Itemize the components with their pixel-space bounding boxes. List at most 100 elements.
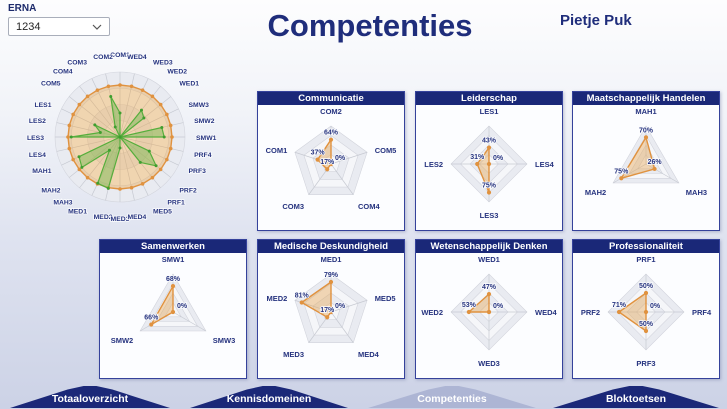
data-point-marker — [66, 135, 70, 139]
axis-label: SMW3 — [213, 336, 236, 345]
panel-title: Wetenschappelijk Denken — [416, 240, 562, 253]
axis-label: MED5 — [153, 209, 172, 216]
tab-label: Kennisdomeinen — [226, 393, 312, 405]
axis-label: WED4 — [535, 308, 557, 317]
data-point-marker — [150, 94, 155, 99]
spoke-line — [330, 299, 368, 313]
tab-competenties[interactable]: Competenties — [368, 386, 536, 408]
value-label-zero: 0% — [177, 303, 188, 310]
radar-chart-professionaliteit[interactable]: PRF1 PRF2 PRF3 PRF4 50% 71% 50% 0% — [573, 253, 719, 378]
value-label: 26% — [648, 159, 663, 166]
spoke-line — [119, 136, 135, 201]
value-label: 37% — [311, 150, 326, 157]
panel-medische-deskundigheid: Medische Deskundigheid MED1 MED2 MED3 MED4 M… — [257, 239, 405, 379]
spoke-line — [330, 311, 354, 343]
panel-title: Samenwerken — [100, 240, 246, 253]
panel-communicatie: Communicatie COM2 COM1 COM3 COM4 COM5 64% 37% 1… — [257, 91, 405, 231]
tab-bloktoetsen[interactable]: Bloktoetsen — [553, 386, 719, 408]
spoke-line — [119, 73, 135, 138]
data-point-marker — [113, 125, 117, 129]
data-point-marker — [147, 149, 151, 153]
tab-kennisdomeinen[interactable]: Kennisdomeinen — [190, 386, 348, 408]
axis-label: WED4 — [127, 54, 147, 61]
axis-label: COM2 — [320, 107, 342, 116]
data-point-marker — [138, 160, 142, 164]
data-point-marker — [106, 186, 110, 190]
value-label-zero: 0% — [650, 303, 661, 310]
value-label-zero: 0% — [335, 155, 346, 162]
data-point-marker — [71, 112, 75, 117]
axis-label: LES4 — [535, 160, 555, 169]
axis-label: MED4 — [127, 214, 146, 221]
spoke-line — [119, 136, 184, 152]
data-point-marker — [475, 161, 480, 167]
spoke-line — [68, 96, 121, 138]
data-point-marker — [165, 112, 169, 117]
data-point-marker — [77, 102, 82, 107]
erna-dropdown[interactable]: 1234 — [8, 17, 110, 36]
tab-label: Bloktoetsen — [605, 393, 667, 405]
axis-label: PRF3 — [636, 359, 655, 368]
data-point-marker — [71, 157, 75, 162]
axis-label: WED3 — [478, 359, 500, 368]
axis-label: WED1 — [478, 255, 500, 264]
data-point-marker — [158, 102, 163, 107]
radar-chart-communicatie[interactable]: COM2 COM1 COM3 COM4 COM5 64% 37% 17%0% — [258, 105, 404, 230]
radar-chart-medische-deskundigheid[interactable]: MED1 MED2 MED3 MED4 MED5 79% 81% 17%0% — [258, 253, 404, 378]
panel-title: Medische Deskundigheid — [258, 240, 404, 253]
data-point-marker — [107, 148, 111, 152]
data-point-marker — [140, 88, 145, 92]
data-point-marker — [325, 315, 330, 320]
radar-chart-maatschappelijk-handelen[interactable]: MAH1 MAH2 MAH3 70% 75% 26% — [573, 105, 719, 230]
axis-label: MAH2 — [585, 188, 606, 197]
data-point-marker — [486, 309, 492, 315]
data-point-marker — [93, 123, 97, 127]
data-point-marker — [486, 161, 492, 167]
value-label: 71% — [612, 302, 627, 309]
spoke-line — [119, 108, 179, 138]
spoke-line — [119, 136, 149, 196]
axis-label: PRF4 — [692, 308, 712, 317]
data-point-marker — [154, 164, 158, 168]
axis-label: WED2 — [167, 69, 187, 76]
value-label-zero: 0% — [493, 155, 504, 162]
data-point-marker — [129, 84, 134, 89]
axis-label: MED2 — [94, 214, 113, 221]
axis-label: SMW2 — [194, 118, 215, 125]
data-point-marker — [486, 292, 492, 297]
axis-label: SMW3 — [189, 102, 210, 109]
data-point-marker — [158, 167, 163, 172]
data-point-marker — [328, 137, 334, 142]
data-point-marker — [162, 135, 166, 139]
data-point-marker — [643, 290, 649, 296]
data-point-marker — [109, 94, 113, 98]
value-label-zero: 0% — [493, 303, 504, 310]
axis-label: COM5 — [41, 81, 61, 88]
axis-label: LES2 — [424, 160, 443, 169]
data-point-marker — [643, 328, 649, 334]
data-point-marker — [486, 145, 492, 150]
axis-label: COM1 — [266, 146, 288, 155]
radar-chart-samenwerken[interactable]: SMW1 SMW2 SMW3 68% 66% 0% — [100, 253, 246, 378]
tab-totaaloverzicht[interactable]: Totaaloverzicht — [10, 386, 170, 408]
data-point-marker — [118, 111, 122, 115]
radar-chart-wetenschappelijk-denken[interactable]: WED1 WED2 WED3 WED4 47% 53% 0% — [416, 253, 562, 378]
axis-label: SMW2 — [111, 336, 134, 345]
axis-label: LES3 — [480, 211, 499, 220]
data-point-marker — [652, 166, 657, 172]
data-point-marker — [165, 157, 169, 162]
value-label: 66% — [144, 315, 159, 322]
data-point-marker — [643, 135, 649, 140]
data-point-marker — [142, 116, 146, 120]
panel-samenwerken: Samenwerken SMW1 SMW2 SMW3 68% 66% 0% — [99, 239, 247, 379]
panel-title: Communicatie — [258, 92, 404, 105]
axis-label: MED4 — [358, 350, 380, 359]
data-point-marker — [77, 155, 81, 159]
page-title: Competenties — [267, 8, 473, 43]
radar-chart-leiderschap[interactable]: LES1 LES2 LES3 LES4 43% 31% 75% 0% — [416, 105, 562, 230]
data-point-marker — [643, 309, 649, 315]
data-point-marker — [160, 125, 164, 129]
axis-label: LES3 — [27, 135, 44, 142]
